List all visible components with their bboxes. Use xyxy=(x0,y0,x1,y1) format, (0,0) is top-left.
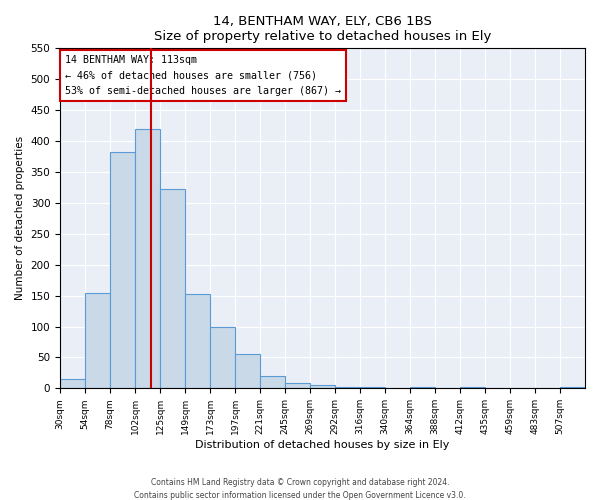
Bar xyxy=(160,190,185,388)
Bar xyxy=(110,152,135,388)
Bar xyxy=(560,387,585,388)
Bar xyxy=(285,384,310,388)
Bar xyxy=(360,387,385,388)
Bar xyxy=(335,387,360,388)
Y-axis label: Number of detached properties: Number of detached properties xyxy=(15,136,25,300)
Bar xyxy=(185,294,210,388)
Text: Contains HM Land Registry data © Crown copyright and database right 2024.
Contai: Contains HM Land Registry data © Crown c… xyxy=(134,478,466,500)
Bar xyxy=(460,387,485,388)
Bar xyxy=(135,128,160,388)
Bar xyxy=(260,376,285,388)
Bar xyxy=(235,354,260,388)
Bar xyxy=(210,326,235,388)
Bar xyxy=(85,292,110,388)
X-axis label: Distribution of detached houses by size in Ely: Distribution of detached houses by size … xyxy=(196,440,450,450)
Bar xyxy=(410,387,435,388)
Title: 14, BENTHAM WAY, ELY, CB6 1BS
Size of property relative to detached houses in El: 14, BENTHAM WAY, ELY, CB6 1BS Size of pr… xyxy=(154,15,491,43)
Text: 14 BENTHAM WAY: 113sqm
← 46% of detached houses are smaller (756)
53% of semi-de: 14 BENTHAM WAY: 113sqm ← 46% of detached… xyxy=(65,55,341,96)
Bar xyxy=(60,379,85,388)
Bar xyxy=(310,386,335,388)
